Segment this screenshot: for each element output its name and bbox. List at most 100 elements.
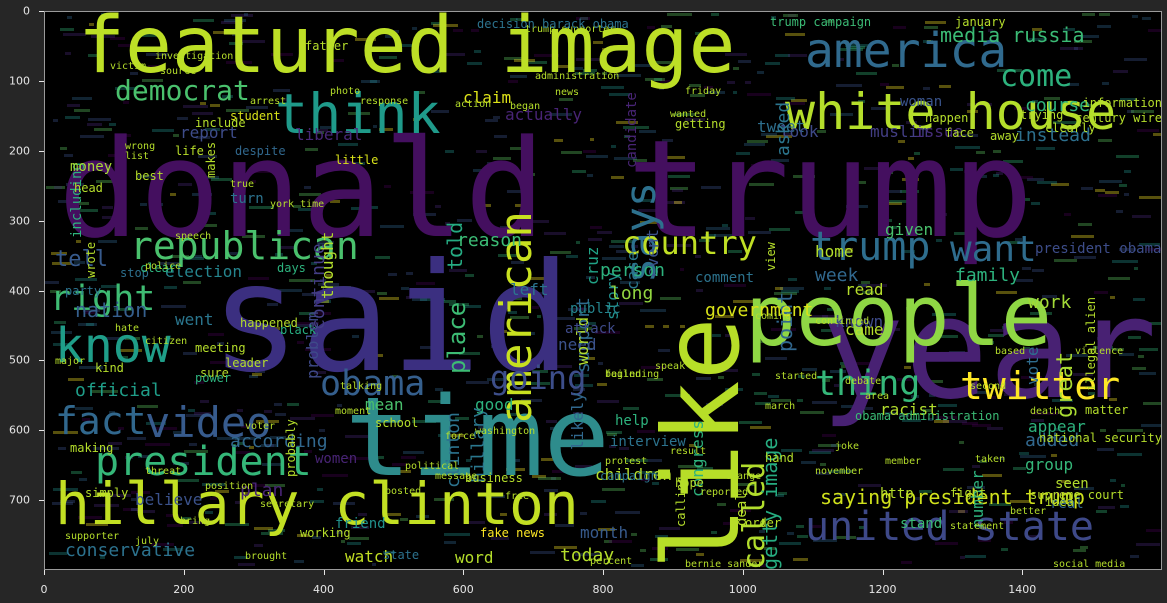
word-home: home bbox=[815, 242, 854, 261]
word-makes: makes bbox=[204, 141, 218, 178]
word-united-state: united state bbox=[805, 504, 1094, 550]
word-brought: brought bbox=[245, 551, 288, 562]
word-tell: tell bbox=[55, 247, 108, 272]
word-idea: idea bbox=[1045, 495, 1074, 509]
word-trump-supporter: trump supporter bbox=[525, 24, 616, 35]
x-tick-mark bbox=[463, 570, 465, 575]
word-stand: stand bbox=[900, 516, 943, 532]
word-watch: watch bbox=[345, 547, 394, 566]
word-kind: kind bbox=[95, 361, 124, 375]
y-tick-label: 300 bbox=[9, 214, 30, 228]
word-appear: appear bbox=[1028, 417, 1086, 436]
word-saying-president-trump: saying president trump bbox=[820, 485, 1085, 509]
word-posted: posted bbox=[385, 486, 422, 497]
word-people: people bbox=[745, 267, 1053, 366]
y-tick-label: 400 bbox=[9, 284, 30, 297]
word-right: right bbox=[50, 279, 156, 319]
y-tick-mark bbox=[39, 360, 44, 362]
word-said: said bbox=[210, 232, 572, 406]
word-actually: actually bbox=[505, 105, 583, 124]
word-likely: likely bbox=[568, 391, 587, 450]
word-fact: fact bbox=[55, 399, 147, 443]
y-tick-label: 700 bbox=[9, 493, 30, 507]
word-cloud-image: donald trump said year time like people featur… bbox=[44, 11, 1162, 570]
word-leader: leader bbox=[225, 356, 269, 370]
word-threat: threat bbox=[145, 466, 182, 477]
word-joke: joke bbox=[835, 441, 860, 452]
word-power: power bbox=[195, 371, 232, 385]
word-fake-news: fake news bbox=[480, 526, 546, 540]
x-tick-mark bbox=[1022, 570, 1024, 575]
word-better: better bbox=[1010, 506, 1047, 517]
word-area: area bbox=[865, 391, 890, 402]
word-issue: issue bbox=[915, 122, 964, 141]
word-happened: happened bbox=[240, 316, 298, 330]
word-head: head bbox=[74, 181, 103, 195]
word-happen: happen bbox=[925, 111, 969, 125]
word-supporter: supporter bbox=[65, 531, 120, 542]
word-republican: republican bbox=[130, 224, 359, 268]
word-began: began bbox=[510, 101, 541, 112]
word-speech: speech bbox=[175, 231, 212, 242]
y-tick-mark bbox=[39, 11, 44, 12]
word-woman: woman bbox=[900, 94, 943, 110]
word-week: week bbox=[815, 265, 859, 286]
word-getting: getting bbox=[675, 117, 726, 131]
word-comment: comment bbox=[695, 270, 755, 286]
word-major: major bbox=[55, 356, 86, 367]
word-hand: hand bbox=[765, 451, 794, 465]
word-list: list bbox=[125, 151, 150, 162]
word-wrote: wrote bbox=[84, 241, 98, 278]
y-tick-label: 100 bbox=[9, 74, 30, 88]
word-went: went bbox=[175, 310, 214, 329]
word-little: little bbox=[335, 153, 379, 167]
x-tick-mark bbox=[323, 570, 325, 575]
word-according: according bbox=[230, 431, 328, 452]
word-muslim: muslim bbox=[870, 122, 928, 141]
word-vote: vote bbox=[1023, 346, 1042, 386]
word-trying: trying bbox=[1020, 108, 1064, 122]
y-tick-mark bbox=[39, 220, 44, 222]
word-believe: believe bbox=[135, 490, 203, 509]
word-month: month bbox=[580, 523, 629, 542]
x-tick-mark bbox=[742, 570, 744, 575]
word-away: away bbox=[990, 129, 1019, 143]
word-probably: probably bbox=[284, 418, 298, 477]
word-century-wire: century wire bbox=[1075, 111, 1162, 125]
x-tick-label: 1400 bbox=[1008, 583, 1037, 596]
word-investigation: investigation bbox=[155, 51, 234, 62]
word-money: money bbox=[70, 159, 113, 175]
x-tick-mark bbox=[882, 570, 884, 575]
word-reported: reported bbox=[700, 487, 749, 498]
word-father: father bbox=[305, 39, 349, 53]
word-official: official bbox=[75, 380, 162, 401]
word-york-time: york time bbox=[270, 199, 325, 210]
word-beginning: beginning bbox=[605, 369, 660, 380]
x-tick-label: 1200 bbox=[868, 583, 897, 596]
word-member: member bbox=[885, 456, 922, 467]
word-violence: violence bbox=[1075, 346, 1124, 357]
word-election: election bbox=[165, 262, 243, 281]
y-tick-mark bbox=[39, 500, 44, 502]
word-thing: thing bbox=[815, 364, 921, 404]
x-tick-label: 200 bbox=[173, 583, 195, 596]
word-claim: claim bbox=[463, 88, 512, 107]
word-seen: seen bbox=[1055, 476, 1089, 492]
word-percent: percent bbox=[590, 556, 633, 567]
word-going: going bbox=[490, 359, 587, 397]
word-state: state bbox=[383, 548, 420, 562]
word-message: message bbox=[435, 471, 478, 482]
word-liberal: liberal bbox=[295, 125, 363, 144]
word-decision-barack-obama: decision barack obama bbox=[477, 17, 629, 31]
word-national-security: national security bbox=[1039, 431, 1162, 445]
word-look: look bbox=[780, 122, 819, 141]
y-tick-mark bbox=[39, 290, 44, 292]
word-real: real bbox=[1050, 496, 1084, 512]
word-administration: administration bbox=[535, 71, 620, 82]
word-given: given bbox=[885, 220, 934, 239]
word-days: days bbox=[277, 261, 306, 275]
word-family: family bbox=[955, 265, 1021, 286]
word-public: public bbox=[570, 301, 621, 317]
word-citizen: citizen bbox=[145, 336, 188, 347]
word-good: good bbox=[475, 395, 514, 414]
